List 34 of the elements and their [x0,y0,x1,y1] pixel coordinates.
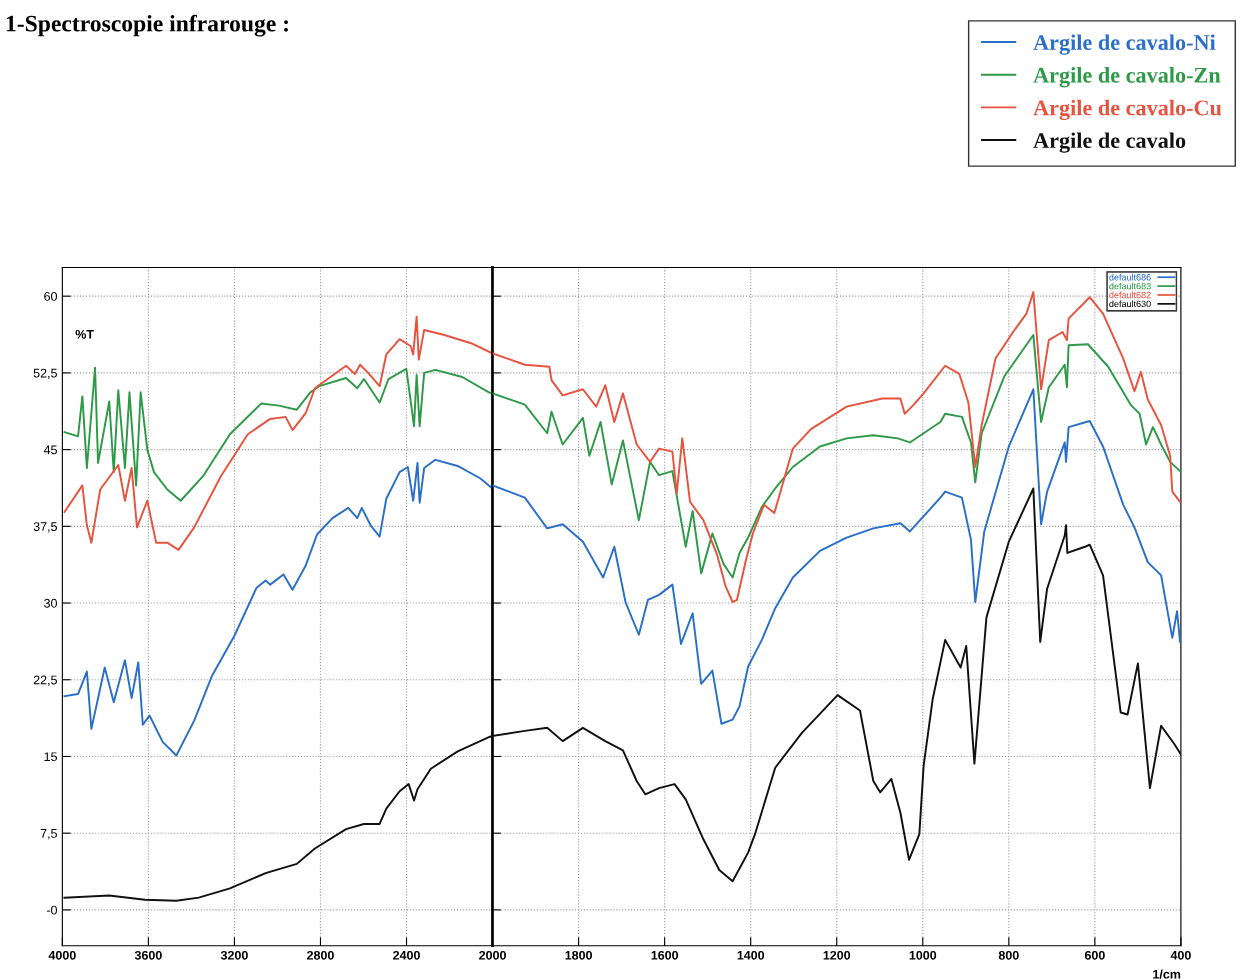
y-tick-label: 37,5 [33,522,57,533]
x-tick-label: 400 [1170,950,1191,960]
y-tick-label: 52,5 [33,368,57,380]
y-tick-label: 60 [44,291,57,301]
x-tick-label: 2800 [307,950,334,960]
annotation: default630 [1109,300,1151,308]
y-tick-label: -0 [46,905,57,915]
legend-label: Argile de cavalo-Ni [1033,34,1216,55]
y-tick-label: 7,5 [40,829,57,840]
x-tick-label: 1200 [823,950,851,960]
x-tick-label: 3200 [220,950,248,960]
x-tick-label: 3600 [134,950,162,960]
x-tick-label: 2400 [393,950,420,960]
x-tick-label: 600 [1084,950,1105,960]
x-tick-label: 1000 [909,950,937,960]
chart-title: 1-Spectroscopie infrarouge : [6,14,288,37]
x-tick-label: 2000 [479,950,506,960]
annotation: default683 [1109,282,1151,290]
x-axis-title: 1/cm [1153,969,1181,979]
y-tick-label: 45 [43,445,57,455]
y-tick-label: 15 [44,752,57,762]
x-tick-label: 800 [998,950,1019,960]
y-tick-label: 22,5 [33,675,57,686]
x-tick-label: 4000 [48,950,76,960]
annotation: default682 [1109,291,1151,299]
legend-label: Argile de cavalo-Cu [1033,99,1222,121]
legend-label: Argile de cavalo [1033,132,1186,153]
y-tick-label: 30 [44,598,57,608]
y-axis-title: %T [75,329,94,339]
x-tick-label: 1600 [651,950,679,960]
annotation: default686 [1109,273,1151,281]
legend-label: Argile de cavalo-Zn [1033,67,1221,88]
x-tick-label: 1400 [737,950,765,960]
x-tick-label: 1800 [565,950,592,960]
